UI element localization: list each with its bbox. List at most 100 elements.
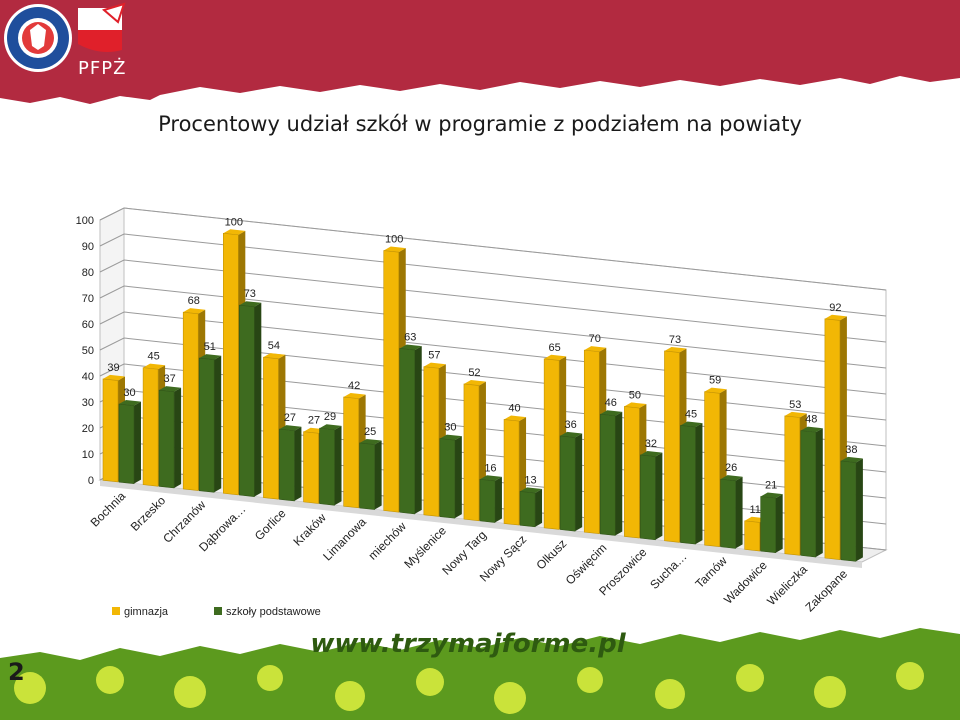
bar — [198, 357, 215, 493]
bar-side — [334, 425, 342, 506]
bar-side — [174, 387, 182, 488]
bar — [439, 438, 456, 519]
bar — [118, 403, 135, 484]
legend-entry: szkoły podstawowe — [226, 606, 321, 618]
bar — [744, 520, 760, 552]
bar — [583, 349, 600, 535]
gridline — [99, 233, 887, 317]
bar-top — [760, 492, 783, 499]
x-tick-label: Limanowa — [320, 515, 369, 564]
y-tick-label: 70 — [82, 293, 94, 305]
bar-top — [479, 475, 502, 481]
bar — [463, 383, 480, 522]
bar-top — [520, 487, 543, 494]
data-label: 13 — [524, 474, 536, 486]
bar — [784, 415, 801, 556]
data-label: 38 — [845, 444, 857, 456]
bar-top — [183, 308, 206, 314]
gridline — [99, 311, 887, 395]
data-label: 27 — [284, 412, 296, 424]
bar-top — [680, 421, 703, 428]
data-label: 51 — [204, 341, 216, 353]
bar — [263, 356, 279, 500]
x-tick-label: miechów — [366, 519, 410, 563]
bar — [680, 425, 696, 545]
pfpz-logo-icon — [78, 2, 126, 52]
bar-side — [494, 476, 502, 523]
footer-url: www.trzymajforme.pl — [310, 629, 626, 659]
bar-top — [600, 410, 623, 416]
y-tick-label: 0 — [88, 475, 94, 487]
bar — [182, 311, 199, 491]
inspection-badge-icon — [4, 4, 72, 72]
data-label: 100 — [225, 216, 243, 228]
bar — [319, 427, 335, 506]
bar-top — [544, 354, 567, 361]
legend-entry: gimnazja — [124, 606, 169, 618]
bar — [824, 318, 841, 560]
data-label: 42 — [348, 380, 360, 392]
bar — [158, 389, 175, 489]
x-tick-label: Wieliczka — [764, 562, 810, 608]
bar — [423, 366, 440, 517]
footer-banner: www.trzymajforme.pl 2 — [0, 628, 960, 720]
data-label: 54 — [268, 340, 280, 352]
bar — [664, 350, 680, 543]
bar-top — [720, 475, 743, 481]
bar-side — [615, 411, 623, 536]
bar — [343, 396, 359, 509]
data-label: 30 — [123, 387, 135, 399]
bar-top — [359, 438, 382, 445]
x-tick-label: Oświęcim — [563, 541, 610, 588]
bar — [640, 454, 656, 541]
bar-side — [254, 302, 262, 497]
bar — [720, 478, 736, 549]
bar — [599, 413, 616, 536]
y-tick-label: 10 — [82, 449, 94, 461]
data-label: 25 — [364, 426, 376, 438]
bar-top — [159, 386, 182, 392]
data-label: 68 — [188, 295, 200, 307]
data-label: 11 — [749, 504, 760, 516]
bar-top — [343, 393, 366, 399]
floor-edge — [100, 480, 862, 568]
x-tick-label: Wadowice — [721, 558, 770, 607]
bar — [239, 304, 255, 497]
y-tick-label: 60 — [82, 319, 94, 331]
bar — [383, 250, 400, 513]
bar-top — [383, 246, 406, 253]
bar — [760, 496, 776, 554]
legend-swatch — [112, 607, 120, 615]
data-label: 46 — [605, 397, 617, 409]
bar-side — [695, 423, 703, 545]
bar-top — [319, 424, 342, 430]
bar-side — [374, 440, 382, 510]
data-label: 57 — [428, 350, 440, 362]
bar-side — [134, 401, 141, 484]
data-label: 59 — [709, 375, 721, 387]
header-banner: PFPŻ — [0, 0, 960, 104]
bar-top — [119, 400, 141, 406]
x-tick-label: Bochnia — [88, 489, 129, 530]
bar-top — [840, 456, 863, 463]
page-number: 2 — [8, 658, 25, 686]
y-tick-label: 100 — [76, 215, 94, 227]
bar — [279, 428, 295, 502]
data-label: 63 — [404, 331, 416, 343]
bar — [359, 442, 375, 510]
x-tick-label: Kraków — [291, 510, 329, 548]
data-label: 65 — [549, 342, 561, 354]
bar-top — [560, 431, 583, 438]
legend-swatch — [214, 607, 222, 615]
y-tick-label: 80 — [82, 267, 94, 279]
bar-top — [800, 426, 823, 433]
bar — [519, 491, 536, 528]
data-label: 45 — [147, 351, 159, 363]
bar-top — [239, 301, 262, 307]
y-tick-label: 20 — [82, 423, 94, 435]
bar-top — [199, 354, 222, 360]
data-label: 53 — [789, 399, 801, 411]
bar — [399, 348, 416, 515]
gridline — [99, 207, 887, 291]
x-tick-label: Tarnów — [692, 554, 729, 591]
